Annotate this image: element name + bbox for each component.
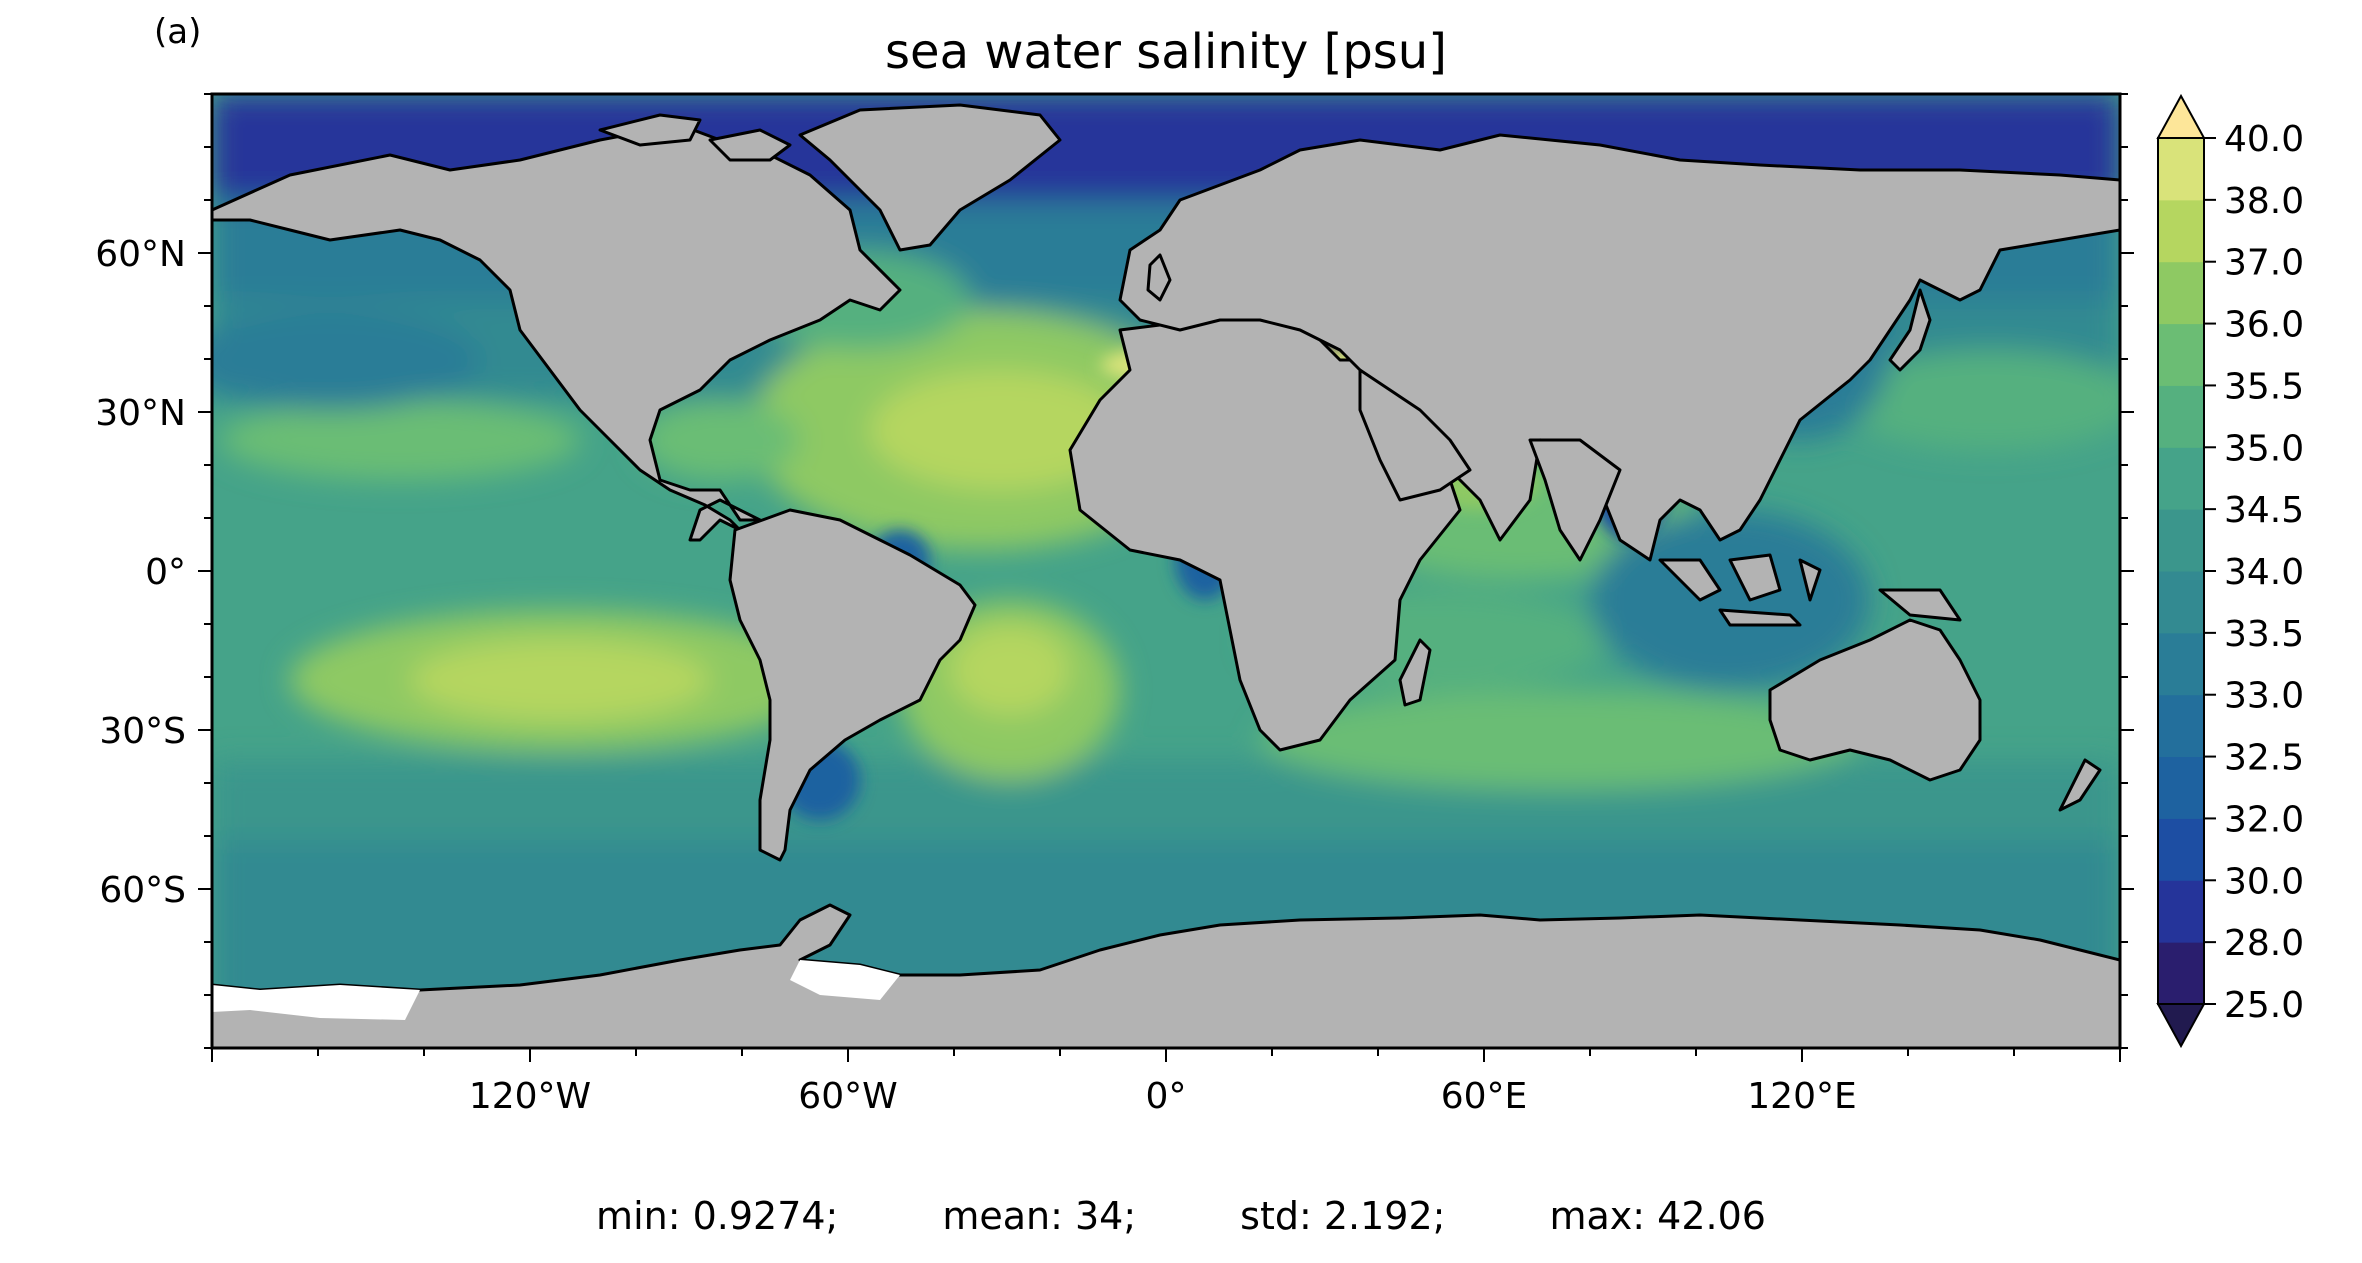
stat-std: std: 2.192; bbox=[1240, 1194, 1446, 1238]
colorbar-segment bbox=[2158, 385, 2204, 448]
y-tick-label: 30°N bbox=[95, 393, 186, 434]
colorbar-tick-label: 33.5 bbox=[2224, 614, 2304, 655]
colorbar: 25.0 28.0 30.0 32.0 32.5 33.0 33.5 34.0 34.5 35.0… bbox=[2156, 93, 2304, 1049]
landmass-uk bbox=[1146, 253, 1172, 302]
x-tick-label: 60°W bbox=[798, 1076, 897, 1117]
map-frame: 120°W 60°W 0° 60°E 120°E 60°N 30°N 0° 30°S 60°S bbox=[95, 92, 2134, 1117]
landmass-arabia bbox=[1358, 368, 1472, 502]
x-tick-label: 60°E bbox=[1441, 1076, 1528, 1117]
statistics-line: min: 0.9274; mean: 34; std: 2.192; max: 42.… bbox=[0, 1194, 2362, 1238]
colorbar-tick-label: 34.0 bbox=[2224, 552, 2304, 593]
colorbar-tick-label: 32.0 bbox=[2224, 799, 2304, 840]
y-tick-label: 30°S bbox=[99, 711, 186, 752]
x-tick-label: 0° bbox=[1146, 1076, 1187, 1117]
stat-max: max: 42.06 bbox=[1549, 1194, 1766, 1238]
colorbar-tick-label: 25.0 bbox=[2224, 985, 2304, 1026]
colorbar-tick-label: 28.0 bbox=[2224, 923, 2304, 964]
colorbar-tick-label: 33.0 bbox=[2224, 676, 2304, 717]
landmass-madagascar bbox=[1398, 638, 1432, 707]
map-title: sea water salinity [psu] bbox=[885, 24, 1447, 80]
colorbar-segment bbox=[2158, 694, 2204, 758]
landmass-canadian-archipelago bbox=[598, 113, 792, 162]
colorbar-segment bbox=[2158, 447, 2204, 510]
y-tick-label: 60°N bbox=[95, 234, 186, 275]
x-axis-ticks: 120°W 60°W 0° 60°E 120°E bbox=[211, 1048, 2121, 1117]
colorbar-over-extension bbox=[2156, 93, 2206, 139]
landmass-japan bbox=[1888, 288, 1932, 372]
stat-min: min: 0.9274; bbox=[596, 1194, 839, 1238]
landmass-indonesia bbox=[1658, 553, 1962, 627]
colorbar-tick-label: 35.5 bbox=[2224, 366, 2304, 407]
colorbar-tick-label: 32.5 bbox=[2224, 738, 2304, 779]
colorbar-tick-label: 30.0 bbox=[2224, 861, 2304, 902]
colorbar-tick-label: 35.0 bbox=[2224, 428, 2304, 469]
colorbar-segment bbox=[2158, 571, 2204, 634]
colorbar-tick-label: 38.0 bbox=[2224, 181, 2304, 222]
missing-data-patches bbox=[212, 960, 900, 1020]
landmass-new-zealand bbox=[2058, 758, 2102, 812]
landmass-australia bbox=[1768, 618, 1982, 782]
colorbar-segment bbox=[2158, 323, 2204, 386]
colorbar-segment bbox=[2158, 942, 2204, 1005]
colorbar-tick-label: 37.0 bbox=[2224, 243, 2304, 284]
colorbar-segment bbox=[2158, 880, 2204, 943]
colorbar-tick-label: 36.0 bbox=[2224, 305, 2304, 346]
colorbar-segment bbox=[2158, 509, 2204, 572]
y-tick-label: 60°S bbox=[99, 870, 186, 911]
landmass-south-america bbox=[728, 508, 977, 862]
colorbar-segment bbox=[2158, 199, 2204, 263]
x-tick-label: 120°E bbox=[1747, 1076, 1856, 1117]
colorbar-segment bbox=[2158, 138, 2204, 201]
landmass-antarctica bbox=[212, 903, 2120, 1048]
colorbar-segment bbox=[2158, 818, 2204, 881]
land-masses bbox=[212, 103, 2120, 1048]
colorbar-segment bbox=[2158, 756, 2204, 819]
colorbar-under-extension bbox=[2156, 1003, 2206, 1049]
landmass-greenland bbox=[798, 103, 1062, 252]
x-tick-label: 120°W bbox=[469, 1076, 591, 1117]
y-axis-ticks: 60°N 30°N 0° 30°S 60°S bbox=[95, 93, 2134, 1049]
colorbar-tick-label: 34.5 bbox=[2224, 490, 2304, 531]
stat-mean: mean: 34; bbox=[942, 1194, 1137, 1238]
panel-label: (a) bbox=[154, 12, 202, 52]
landmass-india bbox=[1528, 438, 1622, 562]
y-tick-label: 0° bbox=[145, 552, 186, 593]
colorbar-segment bbox=[2158, 261, 2204, 325]
colorbar-tick-label: 40.0 bbox=[2224, 119, 2304, 160]
colorbar-segment bbox=[2158, 632, 2204, 696]
